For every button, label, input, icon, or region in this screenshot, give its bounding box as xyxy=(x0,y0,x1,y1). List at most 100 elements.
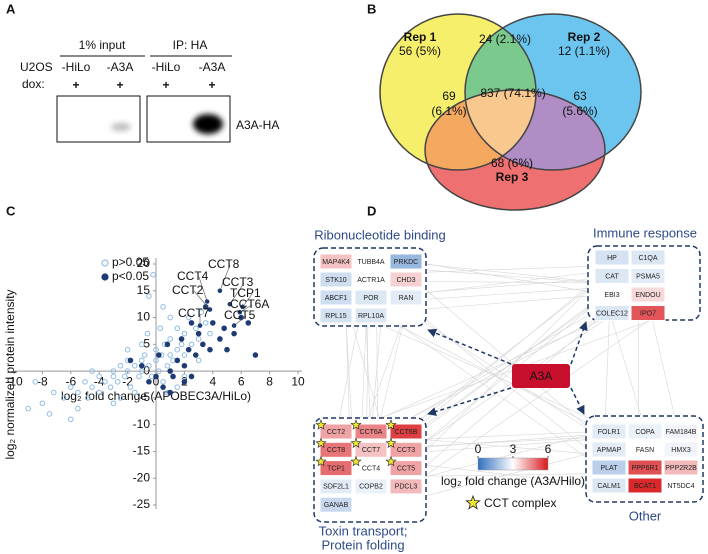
gene-cell xyxy=(591,459,627,476)
data-point xyxy=(110,400,117,407)
gene-cell xyxy=(630,305,666,321)
data-point xyxy=(217,336,223,342)
center-label: A3A xyxy=(530,369,553,383)
y-tick-label: -15 xyxy=(133,444,151,458)
arrow xyxy=(570,321,588,365)
gene-label: RPL10A xyxy=(358,313,384,320)
data-point xyxy=(60,395,67,401)
panel-letter: B xyxy=(367,1,376,16)
group-label: 1% input xyxy=(79,38,126,52)
cct-star xyxy=(315,455,327,467)
data-point xyxy=(139,357,145,364)
data-point xyxy=(75,389,81,396)
annotation-leader xyxy=(229,282,245,305)
gene-label: CCT6B xyxy=(395,429,418,436)
data-point xyxy=(174,346,181,353)
gene-label: CCT7 xyxy=(362,447,380,454)
arrow xyxy=(427,328,512,365)
annotation: CCT5 xyxy=(224,308,256,322)
network-edge xyxy=(406,273,599,437)
data-point xyxy=(167,336,173,342)
gene-cell xyxy=(594,268,630,284)
group-title: Ribonucleotide binding xyxy=(314,227,446,242)
gene-cell xyxy=(594,249,630,266)
y-tick-label: 15 xyxy=(137,283,151,297)
data-point xyxy=(139,341,145,348)
blot-band xyxy=(193,114,223,134)
data-point xyxy=(96,389,102,396)
data-point xyxy=(164,362,171,369)
colorbar-tick-label: 0 xyxy=(475,442,482,456)
colorbar-tick-label: 6 xyxy=(545,442,552,456)
gene-cell xyxy=(627,459,663,476)
data-point xyxy=(124,346,131,353)
y-tick-label: -25 xyxy=(133,497,151,511)
gene-cell xyxy=(663,441,699,458)
annotated-point xyxy=(207,307,213,312)
panel-letter: D xyxy=(367,203,376,218)
gene-label: CCT3 xyxy=(397,447,415,454)
gene-label: RPL15 xyxy=(325,313,347,320)
data-point xyxy=(207,346,213,353)
y-tick-label: 10 xyxy=(137,310,151,324)
lane-label: -A3A xyxy=(107,60,134,74)
data-point xyxy=(164,341,171,348)
annotation-leader xyxy=(239,304,253,313)
group-title: Protein folding xyxy=(321,537,404,552)
data-point xyxy=(167,314,173,321)
data-point xyxy=(174,384,181,390)
data-point xyxy=(50,389,57,396)
data-point xyxy=(139,362,145,369)
gene-label: C1QA xyxy=(638,255,657,262)
data-point xyxy=(188,373,195,380)
annotation: CCT4 xyxy=(177,269,209,283)
annotated-point xyxy=(237,309,243,315)
data-point xyxy=(202,320,209,326)
data-point xyxy=(46,411,53,417)
gene-label: HMX3 xyxy=(671,447,691,454)
gene-label: CCT6A xyxy=(360,429,383,436)
gene-label: ABCF1 xyxy=(325,295,348,302)
gene-label: CAT xyxy=(605,273,619,280)
gene-cell xyxy=(354,271,388,288)
gene-label: EBI3 xyxy=(604,292,619,299)
gene-label: GANAB xyxy=(324,502,349,509)
legend-star xyxy=(465,494,481,510)
data-point xyxy=(146,293,152,299)
x-axis-label: log₂ fold change (APOBEC3A/HiLo) xyxy=(61,389,251,403)
data-point xyxy=(121,373,128,380)
gene-label: CCT5 xyxy=(397,465,415,472)
data-point xyxy=(192,352,199,358)
data-point xyxy=(68,416,74,423)
data-point xyxy=(68,384,74,390)
cct-star xyxy=(315,419,327,430)
cct-star xyxy=(385,455,397,467)
data-point xyxy=(160,384,166,390)
gene-cell xyxy=(319,307,353,324)
network-edge xyxy=(365,300,629,488)
gene-label: CCT2 xyxy=(327,429,345,436)
gene-cell xyxy=(354,478,388,495)
data-point xyxy=(32,379,39,385)
x-tick-label: 6 xyxy=(238,374,245,388)
gene-label: STK10 xyxy=(325,277,347,284)
overlap-count: 69 xyxy=(442,89,456,103)
gene-cell xyxy=(627,423,663,440)
cct-star xyxy=(350,455,362,467)
data-point xyxy=(127,384,134,390)
gene-cell xyxy=(594,305,630,321)
data-point xyxy=(210,320,216,326)
gene-cell xyxy=(594,286,630,303)
data-point xyxy=(167,389,173,396)
center-node xyxy=(512,364,570,388)
set-name: Rep 2 xyxy=(568,30,601,44)
y-tick-label: -20 xyxy=(133,470,151,484)
gene-cell xyxy=(627,441,663,458)
row-label: U2OS xyxy=(20,60,53,74)
data-point xyxy=(75,405,81,412)
data-point xyxy=(89,368,95,374)
gene-cell xyxy=(354,253,388,270)
set-count: 56 (5%) xyxy=(399,44,441,58)
group-label: IP: HA xyxy=(173,38,208,52)
gene-label: MAP4K4 xyxy=(322,259,350,266)
